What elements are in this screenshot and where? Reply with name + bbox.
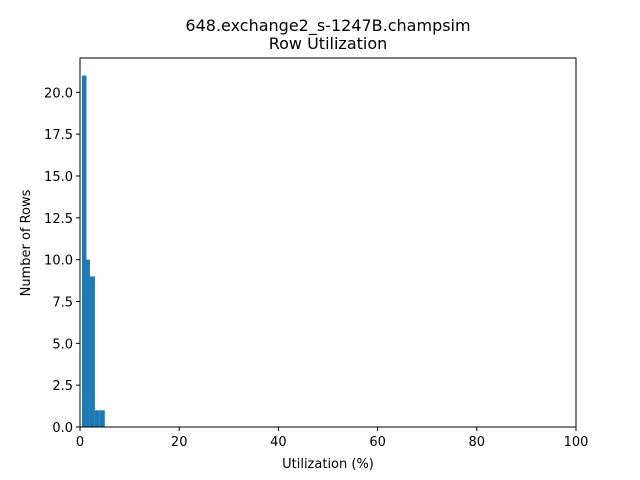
y-tick-label: 20.0 [44,86,73,101]
x-tick-label: 40 [270,435,287,450]
x-axis-label: Utilization (%) [282,457,374,472]
y-tick-label: 5.0 [52,337,73,352]
x-tick-label: 60 [369,435,386,450]
bar [89,276,95,427]
x-tick-label: 80 [469,435,486,450]
bar [81,75,87,428]
chart-title: 648.exchange2_s-1247B.champsim [185,16,470,36]
y-tick-label: 15.0 [44,170,73,185]
y-tick-label: 10.0 [44,254,73,269]
y-tick-label: 7.5 [52,295,73,310]
bar [86,259,90,427]
x-tick-label: 100 [564,435,589,450]
y-tick-label: 2.5 [52,379,73,394]
bar [99,410,105,427]
y-tick-label: 17.5 [44,128,73,143]
y-tick-label: 0.0 [52,421,73,436]
y-tick-label: 12.5 [44,212,73,227]
x-tick-label: 20 [171,435,188,450]
y-axis-label: Number of Rows [19,189,34,296]
chart-subtitle: Row Utilization [269,34,388,53]
bar [94,410,100,427]
plot-frame [79,57,577,428]
x-tick-label: 0 [76,435,84,450]
